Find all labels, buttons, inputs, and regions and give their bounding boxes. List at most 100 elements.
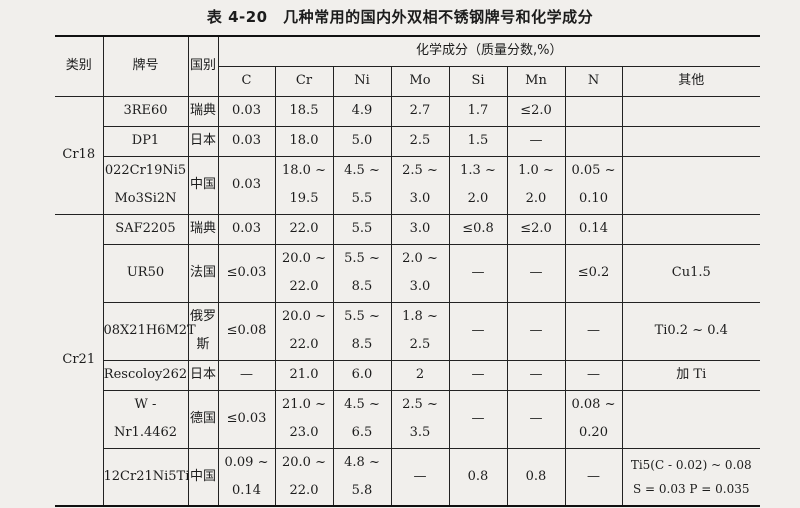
Ni-line: 8.5: [351, 279, 373, 294]
header-element: Mo: [390, 65, 450, 97]
N-line: 0.20: [579, 425, 608, 440]
other-line: Ti0.2 ~ 0.4: [654, 323, 728, 338]
C-line: 0.03: [232, 177, 261, 192]
Mn-cell: —: [506, 125, 566, 157]
table-row: Rescoloy262 日本 — 21.0 6.0 2 — — — 加 Ti: [55, 359, 760, 391]
grade-cell: W - Nr1.4462: [102, 389, 189, 449]
other-cell: [621, 155, 760, 215]
Si-line: 1.3 ~: [460, 163, 496, 178]
grade-cell: 12Cr21Ni5Ti: [102, 447, 190, 507]
Mo-line: 2.5 ~: [402, 163, 438, 178]
Ni-cell: 5.5: [332, 213, 392, 245]
grade-line: 12Cr21Ni5Ti: [103, 468, 190, 484]
Mn-line: 0.8: [525, 468, 547, 484]
N-line: —: [587, 323, 600, 338]
C-line: 0.03: [232, 103, 261, 118]
country-line: 中国: [189, 177, 216, 192]
Mo-cell: 2.0 ~ 3.0: [390, 243, 450, 303]
Cr-cell: 21.0 ~ 23.0: [274, 389, 334, 449]
Cr-line: 22.0: [289, 482, 319, 498]
category-cell: Cr21: [55, 213, 104, 507]
N-cell: —: [564, 301, 623, 361]
Ni-cell: 4.8 ~ 5.8: [332, 447, 392, 507]
Mo-cell: 2.5: [390, 125, 450, 157]
C-line: 0.09 ~: [224, 454, 269, 470]
Si-line: —: [471, 411, 485, 426]
country-cell: 俄罗斯: [187, 301, 219, 361]
Mo-line: 2.5: [409, 133, 431, 148]
Ni-line: 4.5 ~: [344, 397, 380, 412]
Mn-cell: 0.8: [506, 447, 566, 507]
Mo-line: 3.0: [409, 279, 431, 294]
N-line: —: [587, 468, 600, 484]
Cr-line: 18.5: [289, 103, 319, 118]
other-line: 加 Ti: [676, 367, 707, 382]
N-cell: 0.14: [564, 213, 623, 245]
N-line: 0.08 ~: [571, 397, 616, 412]
table-row: Cr18 3RE60 瑞典 0.03 18.5 4.9 2.7 1.7 ≤2.0: [55, 95, 760, 215]
C-cell: —: [217, 359, 276, 391]
Si-line: 1.5: [467, 133, 489, 148]
header-element: Mn: [506, 65, 566, 97]
N-line: ≤0.2: [577, 265, 610, 280]
Mn-line: 1.0 ~ 2.0: [518, 163, 554, 206]
grade-line: 3RE60: [123, 103, 168, 118]
header-element: C: [217, 65, 276, 97]
Mo-line: —: [413, 468, 427, 484]
grade-line: 022Cr19Ni5: [104, 163, 187, 178]
table-title: 表 4-20 几种常用的国内外双相不锈钢牌号和化学成分: [206, 8, 594, 26]
table-row: 08X21H6M2T 俄罗斯 ≤0.08 20.0 ~ 22.0 5.5 ~ 8.5 1.8 …: [55, 301, 760, 361]
Cr-line: 19.5: [289, 191, 319, 206]
Mo-cell: 2.7: [390, 95, 450, 127]
Cr-cell: 20.0 ~ 22.0: [274, 243, 334, 303]
Ni-line: 4.9: [351, 103, 373, 118]
grade-cell: Rescoloy262: [102, 359, 189, 391]
Mo-line: 3.0: [409, 221, 431, 236]
grade-cell: 022Cr19Ni5 Mo3Si2N: [102, 155, 189, 215]
Ni-line: 5.5: [351, 191, 373, 206]
grade-cell: 08X21H6M2T: [102, 301, 196, 361]
header-country: 国别: [187, 35, 219, 97]
grade-cell: DP1: [102, 125, 189, 157]
country-line: 法国: [189, 265, 216, 280]
country-line: 德国: [189, 411, 216, 426]
Mn-line: —: [529, 133, 543, 148]
Ni-cell: 5.5 ~ 8.5: [332, 243, 392, 303]
table-row: DP1 日本 0.03 18.0 5.0 2.5 1.5 —: [55, 125, 760, 157]
C-cell: 0.09 ~ 0.14: [217, 447, 276, 507]
Si-cell: —: [448, 301, 508, 361]
Ni-line: 8.5: [351, 337, 373, 352]
grade-cell: UR50: [102, 243, 189, 303]
Cr-line: 23.0: [289, 425, 319, 440]
Ni-line: 5.0: [351, 133, 373, 148]
Mo-line: 2.5 ~: [402, 397, 438, 412]
country-cell: 法国: [187, 243, 219, 303]
other-cell: 加 Ti: [621, 359, 760, 391]
country-cell: 日本: [187, 359, 219, 391]
category-cell: Cr18: [55, 95, 104, 215]
Ni-line: 6.0: [351, 367, 373, 382]
Ni-line: 5.5: [351, 221, 373, 236]
country-cell: 日本: [187, 125, 219, 157]
country-cell: 中国: [187, 447, 219, 507]
Mo-line: 2: [415, 367, 425, 382]
C-cell: 0.03: [217, 95, 276, 127]
Si-line: —: [471, 323, 485, 338]
N-line: 0.10: [579, 191, 608, 206]
country-cell: 德国: [187, 389, 219, 449]
C-cell: 0.03: [217, 125, 276, 157]
Cr-cell: 20.0 ~ 22.0: [274, 301, 334, 361]
other-cell: [621, 95, 760, 127]
Si-cell: —: [448, 359, 508, 391]
Cr-cell: 21.0: [274, 359, 334, 391]
Mo-line: 3.0: [409, 191, 431, 206]
Mo-line: 2.7: [409, 103, 431, 118]
N-cell: [564, 95, 623, 127]
grade-line: W - Nr1.4462: [113, 397, 178, 440]
Mn-cell: —: [506, 359, 566, 391]
Cr-line: 20.0 ~: [282, 251, 326, 266]
country-line: 斯: [196, 337, 210, 352]
Si-line: 0.8: [467, 468, 489, 484]
C-cell: ≤0.08: [217, 301, 276, 361]
grade-line: 08X21H6M2T: [103, 323, 196, 338]
